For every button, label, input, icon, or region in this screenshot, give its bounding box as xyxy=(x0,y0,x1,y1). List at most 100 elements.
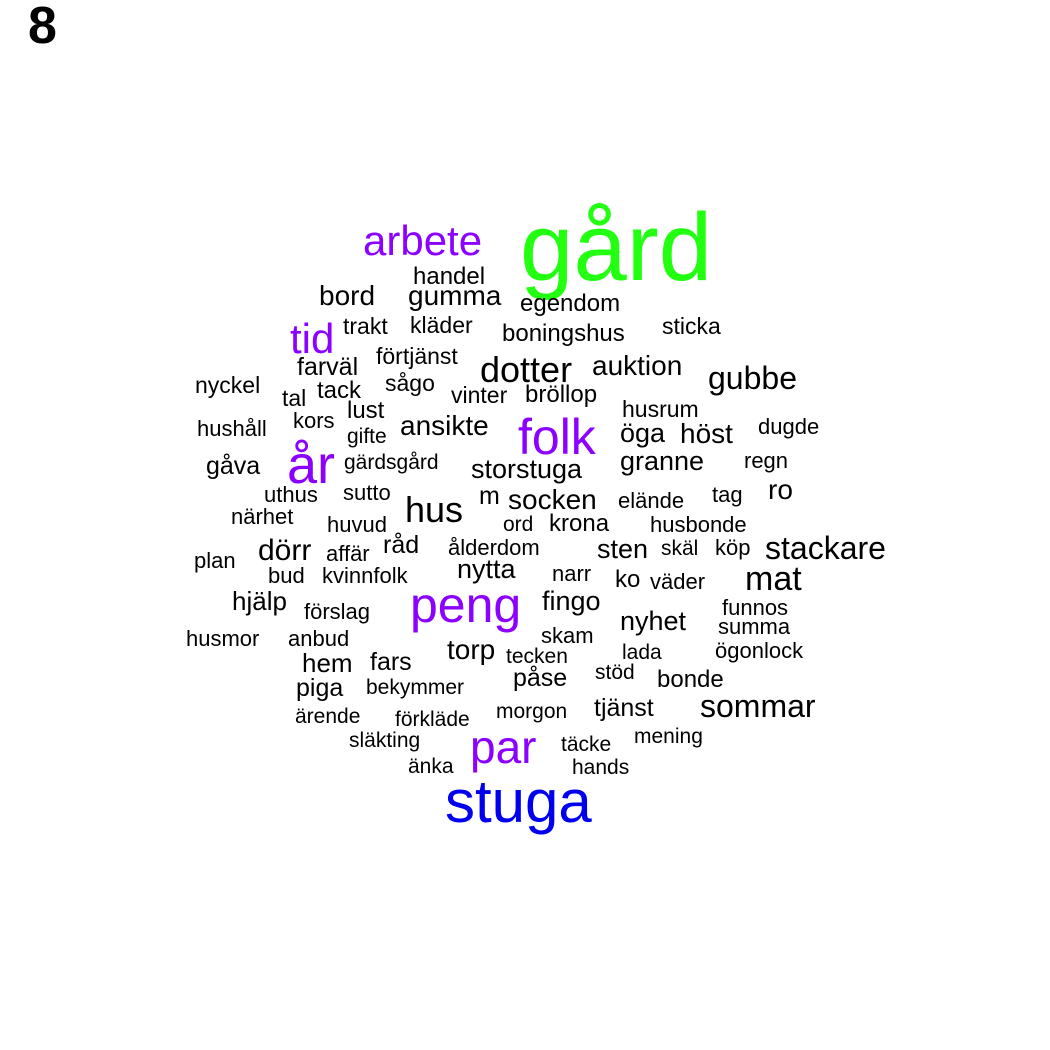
word-dotter: dotter xyxy=(480,349,573,390)
word-granne: granne xyxy=(620,446,705,476)
word-råd: råd xyxy=(383,531,420,559)
word-hjälp: hjälp xyxy=(232,586,287,616)
word-mat: mat xyxy=(745,560,802,598)
word-påse: påse xyxy=(513,664,568,692)
word-stackare: stackare xyxy=(765,530,886,566)
word-lust: lust xyxy=(347,397,385,424)
word-förtjänst: förtjänst xyxy=(376,343,458,369)
word-gärdsgård: gärdsgård xyxy=(344,451,439,474)
word-bord: bord xyxy=(319,280,376,311)
word-summa: summa xyxy=(718,614,791,639)
word-huvud: huvud xyxy=(327,512,387,537)
word-nytta: nytta xyxy=(457,554,516,584)
word-hem: hem xyxy=(302,648,353,678)
word-uthus: uthus xyxy=(264,482,318,507)
word-nyckel: nyckel xyxy=(195,372,261,398)
word-tag: tag xyxy=(712,482,743,507)
word-förslag: förslag xyxy=(304,599,371,624)
word-piga: piga xyxy=(296,674,344,702)
word-husrum: husrum xyxy=(622,396,699,422)
word-morgon: morgon xyxy=(496,700,568,723)
word-egendom: egendom xyxy=(520,290,621,317)
word-krona: krona xyxy=(549,510,610,537)
word-handel: handel xyxy=(413,263,486,290)
word-hands: hands xyxy=(572,756,630,779)
word-skam: skam xyxy=(541,623,594,648)
word-förkläde: förkläde xyxy=(395,708,470,731)
word-torp: torp xyxy=(447,634,496,665)
word-köp: köp xyxy=(715,535,751,560)
word-bud: bud xyxy=(268,563,305,588)
word-gåva: gåva xyxy=(206,452,261,480)
word-hushåll: hushåll xyxy=(197,416,267,441)
word-gård: gård xyxy=(520,194,713,301)
word-öga: öga xyxy=(620,418,666,448)
word-farväl: farväl xyxy=(297,353,359,381)
word-affär: affär xyxy=(326,541,370,566)
word-bonde: bonde xyxy=(657,666,724,693)
word-peng: peng xyxy=(410,577,522,633)
word-stöd: stöd xyxy=(595,661,635,684)
word-lada: lada xyxy=(622,641,662,664)
word-skäl: skäl xyxy=(661,537,699,560)
word-hus: hus xyxy=(405,489,464,530)
word-tid: tid xyxy=(290,315,335,362)
word-sutto: sutto xyxy=(343,480,391,505)
word-m: m xyxy=(479,482,500,510)
word-fars: fars xyxy=(370,648,412,676)
word-par: par xyxy=(470,721,537,773)
word-gumma: gumma xyxy=(408,280,502,311)
word-elände: elände xyxy=(618,488,685,513)
word-ko: ko xyxy=(615,566,641,593)
word-täcke: täcke xyxy=(561,733,612,756)
word-ärende: ärende xyxy=(295,705,361,728)
word-väder: väder xyxy=(650,569,706,594)
word-år: år xyxy=(287,435,336,495)
word-plan: plan xyxy=(194,548,236,573)
word-änka: änka xyxy=(408,755,454,778)
word-höst: höst xyxy=(680,418,733,449)
word-vinter: vinter xyxy=(451,382,508,408)
word-sommar: sommar xyxy=(700,688,816,724)
word-närhet: närhet xyxy=(231,504,294,529)
word-husbonde: husbonde xyxy=(650,512,747,537)
word-gifte: gifte xyxy=(347,425,387,448)
word-sten: sten xyxy=(597,534,649,564)
word-dörr: dörr xyxy=(258,534,312,567)
word-narr: narr xyxy=(552,561,592,586)
word-tjänst: tjänst xyxy=(594,694,654,722)
word-kläder: kläder xyxy=(410,312,473,338)
word-ro: ro xyxy=(768,474,793,505)
word-tecken: tecken xyxy=(506,645,568,668)
word-kvinnfolk: kvinnfolk xyxy=(322,563,408,588)
word-ögonlock: ögonlock xyxy=(715,638,804,663)
word-bekymmer: bekymmer xyxy=(366,676,465,699)
word-anbud: anbud xyxy=(288,626,350,651)
word-mening: mening xyxy=(634,725,703,748)
word-fingo: fingo xyxy=(542,586,601,616)
word-ålderdom: ålderdom xyxy=(448,535,540,560)
word-husmor: husmor xyxy=(186,626,260,651)
word-stuga: stuga xyxy=(445,768,592,835)
word-trakt: trakt xyxy=(343,313,388,339)
word-funnos: funnos xyxy=(722,595,789,620)
word-auktion: auktion xyxy=(592,350,683,381)
word-tal: tal xyxy=(282,385,307,411)
word-tack: tack xyxy=(317,377,362,404)
word-ansikte: ansikte xyxy=(400,410,489,441)
word-bröllop: bröllop xyxy=(525,381,598,408)
word-sågo: sågo xyxy=(385,370,435,396)
word-storstuga: storstuga xyxy=(471,454,583,484)
word-regn: regn xyxy=(744,448,789,473)
word-kors: kors xyxy=(293,408,335,433)
word-släkting: släkting xyxy=(349,729,421,752)
word-folk: folk xyxy=(518,409,596,465)
panel-label: 8 xyxy=(28,0,57,55)
word-dugde: dugde xyxy=(758,414,820,439)
word-ord: ord xyxy=(503,513,534,536)
word-nyhet: nyhet xyxy=(620,606,687,636)
word-gubbe: gubbe xyxy=(708,360,797,396)
word-sticka: sticka xyxy=(662,313,721,339)
word-socken: socken xyxy=(508,484,597,515)
